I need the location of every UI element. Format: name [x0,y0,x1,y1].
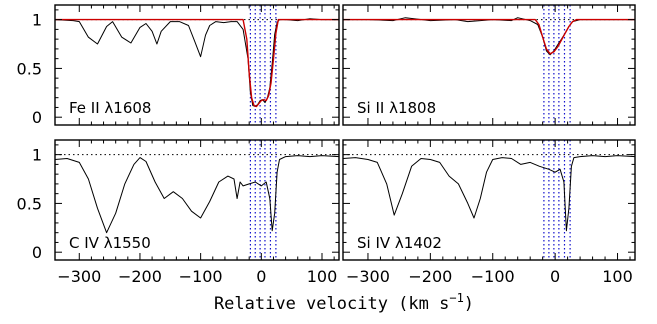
panel-label: C IV λ1550 [69,234,151,252]
spectrum-line [342,155,636,232]
panel-label: Si IV λ1402 [357,234,442,252]
y-tick-label: 1 [32,11,42,30]
panel-frame [54,4,340,126]
model-fit-line [343,18,635,55]
x-tick-label: −200 [118,267,162,286]
spectrum-line [343,17,635,56]
panel-si-ii-1808: Si II λ1808 [342,4,636,126]
panel-frame [54,139,340,261]
spectrum-line [54,155,340,234]
y-tick-label: 0 [32,243,42,262]
x-tick-label: 100 [307,267,338,286]
x-tick-label: 0 [550,267,560,286]
x-axis-title: Relative velocity (km s−1) [214,291,474,314]
y-tick-label: 0 [32,108,42,127]
y-tick-label: 1 [32,146,42,165]
panel-label: Fe II λ1608 [69,99,151,117]
model-fit-line [55,18,339,108]
panel-si-iv-1402: −300 −200 −100 0 100 Si IV λ1402 [342,139,636,286]
spectrum-line [54,18,339,107]
y-tick-label: 0.5 [17,194,42,213]
x-tick-label: −300 [346,267,390,286]
x-tick-label: 0 [256,267,266,286]
panel-frame [342,139,636,261]
y-tick-label: 0.5 [17,59,42,78]
x-tick-label: −200 [408,267,452,286]
panel-c-iv-1550: 0 0.5 1 −300 −200 −100 0 100 C IV λ1550 [17,139,340,286]
x-tick-label: −100 [471,267,515,286]
x-tick-label: 100 [602,267,633,286]
panel-frame [342,4,636,126]
panel-fe-ii-1608: 0 0.5 1 Fe II λ1608 [17,4,340,127]
panel-label: Si II λ1808 [357,99,436,117]
x-tick-label: −300 [57,267,101,286]
x-tick-label: −100 [179,267,223,286]
